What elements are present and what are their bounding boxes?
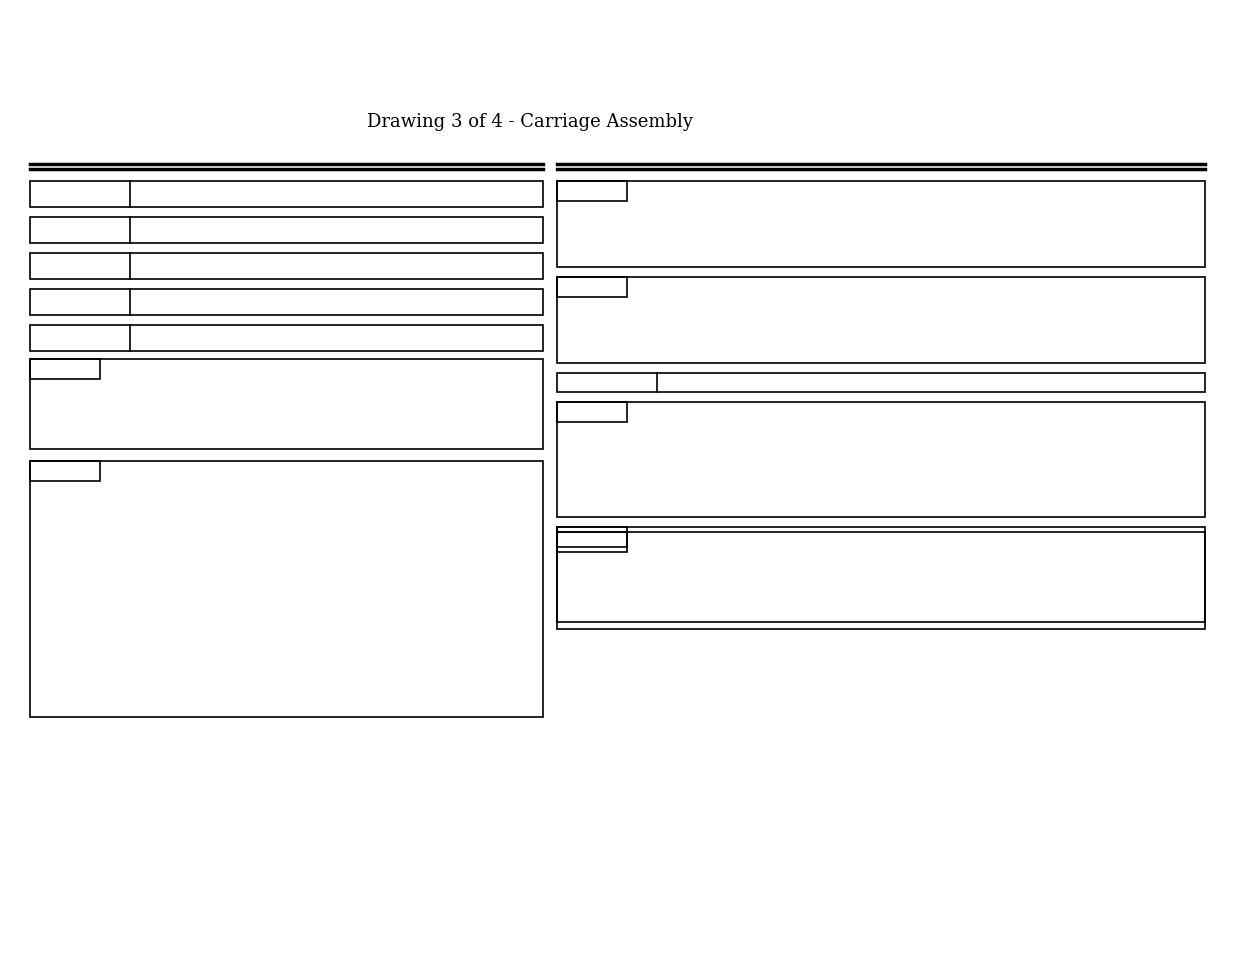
Text: Drawing 3 of 4 - Carriage Assembly: Drawing 3 of 4 - Carriage Assembly [367, 112, 693, 131]
Bar [30, 461, 543, 718]
Bar [557, 527, 627, 547]
Bar [557, 182, 627, 202]
Bar [30, 218, 543, 244]
Bar [557, 533, 1205, 629]
Bar [30, 359, 543, 450]
Bar [30, 182, 543, 208]
Bar [557, 374, 1205, 393]
Bar [557, 402, 1205, 517]
Bar [30, 359, 100, 379]
Bar [30, 290, 543, 315]
Bar [557, 277, 627, 297]
Bar [557, 527, 1205, 622]
Bar [557, 533, 627, 553]
Bar [557, 277, 1205, 364]
Bar [557, 182, 1205, 268]
Bar [30, 253, 543, 280]
Bar [30, 326, 543, 352]
Bar [30, 461, 100, 481]
Bar [557, 402, 627, 422]
